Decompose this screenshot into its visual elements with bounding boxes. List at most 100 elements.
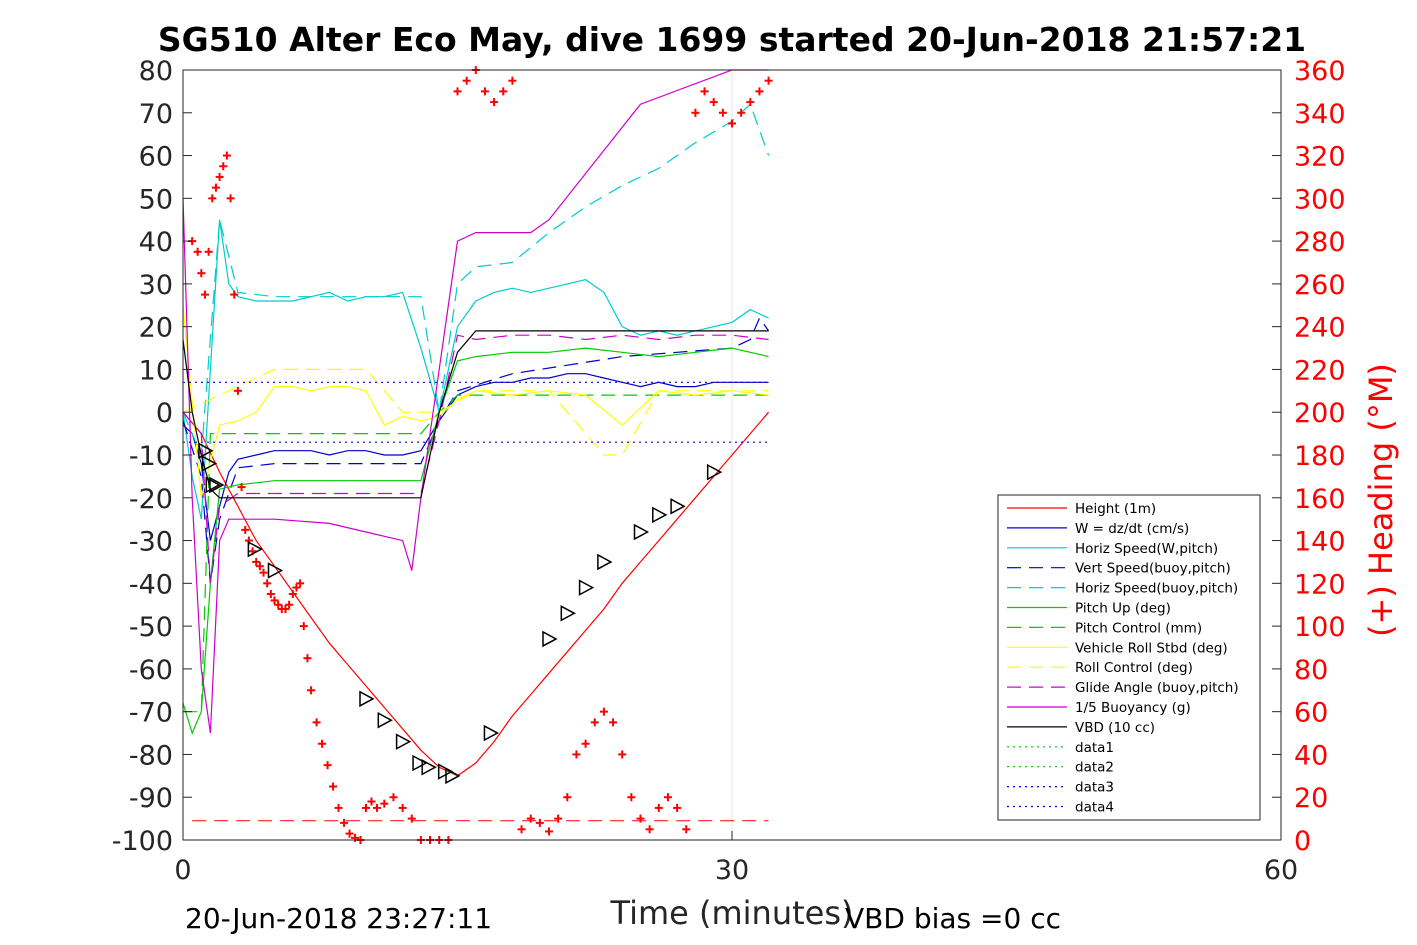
heading-point xyxy=(215,172,224,181)
y-tick-right-label: 280 xyxy=(1294,227,1346,258)
legend-label: W = dz/dt (cm/s) xyxy=(1075,521,1189,537)
y-tick-left-label: -70 xyxy=(129,698,173,729)
y-tick-left-label: -10 xyxy=(129,441,173,472)
dive-marker-triangle xyxy=(578,579,595,596)
heading-point xyxy=(204,247,213,256)
heading-point xyxy=(709,98,718,107)
heading-point xyxy=(636,814,645,823)
dive-marker-triangle xyxy=(652,506,668,524)
dive-marker-triangle xyxy=(542,630,558,648)
legend-label: Vehicle Roll Stbd (deg) xyxy=(1075,640,1228,656)
y-tick-right-label: 100 xyxy=(1294,612,1346,643)
heading-point xyxy=(545,827,553,836)
heading-point xyxy=(252,557,261,566)
heading-point xyxy=(380,799,389,808)
y-tick-left-label: 50 xyxy=(139,184,173,215)
heading-point xyxy=(266,590,275,599)
heading-point xyxy=(618,750,627,759)
y-tick-left-label: -100 xyxy=(112,826,173,857)
heading-point xyxy=(329,782,338,791)
y-tick-right-label: 200 xyxy=(1294,398,1346,429)
y-tick-right-label: 80 xyxy=(1294,655,1328,686)
legend-label: 1/5 Buoyancy (g) xyxy=(1075,700,1191,716)
y-tick-left-label: 20 xyxy=(139,313,173,344)
dive-marker-triangle xyxy=(597,553,613,571)
y-tick-right-label: 160 xyxy=(1294,484,1346,515)
y-tick-left-label: 30 xyxy=(139,270,173,301)
series-line-0 xyxy=(182,411,770,777)
heading-point xyxy=(233,386,242,395)
heading-point xyxy=(755,87,764,96)
dive-marker-triangle xyxy=(359,690,375,708)
dive-marker-triangle xyxy=(209,476,225,494)
dive-marker-triangle xyxy=(412,754,428,772)
heading-point xyxy=(645,825,654,834)
heading-point xyxy=(299,622,308,631)
heading-point xyxy=(197,269,206,278)
x-tick-label: 60 xyxy=(1264,855,1298,886)
y-tick-right-label: 0 xyxy=(1294,826,1311,857)
dive-marker-triangle xyxy=(560,605,576,622)
series-line-10 xyxy=(182,69,769,734)
x-axis: 0 30 60 xyxy=(174,831,1298,886)
y-tick-left-label: 40 xyxy=(139,227,173,258)
heading-point xyxy=(490,98,499,107)
x-tick-label: 30 xyxy=(715,855,749,886)
y-tick-left-label: -60 xyxy=(129,655,173,686)
heading-point xyxy=(237,483,246,492)
heading-point xyxy=(764,76,773,85)
heading-point xyxy=(219,162,228,171)
heading-point xyxy=(367,797,376,806)
heading-point xyxy=(259,568,268,577)
legend-label: data3 xyxy=(1075,780,1114,796)
chart-title: SG510 Alter Eco May, dive 1699 started 2… xyxy=(158,20,1306,59)
heading-point xyxy=(746,98,755,107)
dive-marker-triangle xyxy=(706,463,723,481)
dive-marker-triangle xyxy=(483,724,500,742)
x-axis-label: Time (minutes) xyxy=(610,894,854,932)
y-tick-right-label: 360 xyxy=(1294,56,1346,87)
heading-point xyxy=(193,247,202,256)
heading-point xyxy=(535,818,544,827)
heading-point xyxy=(307,686,316,695)
heading-point xyxy=(654,803,663,812)
heading-point xyxy=(526,814,535,823)
y-tick-right-label: 340 xyxy=(1294,99,1346,130)
heading-point xyxy=(241,525,250,534)
legend-label: Pitch Control (mm) xyxy=(1075,620,1202,636)
y-tick-right-label: 20 xyxy=(1294,783,1328,814)
y-tick-right-label: 140 xyxy=(1294,527,1346,558)
y-tick-left-label: 0 xyxy=(156,398,173,429)
y-tick-left-label: -30 xyxy=(129,527,173,558)
heading-point xyxy=(351,833,360,842)
heading-point xyxy=(211,183,220,192)
heading-point xyxy=(345,829,354,838)
heading-point xyxy=(718,108,727,117)
heading-point xyxy=(274,600,283,609)
heading-point xyxy=(462,76,471,85)
y-tick-right-label: 300 xyxy=(1294,184,1346,215)
dive-marker-triangle xyxy=(445,767,461,785)
heading-point xyxy=(230,290,239,299)
heading-point xyxy=(554,814,563,823)
heading-point xyxy=(303,654,312,663)
heading-point xyxy=(222,151,231,160)
series-line-6 xyxy=(183,394,769,713)
heading-point xyxy=(609,718,618,727)
heading-point xyxy=(226,194,235,203)
heading-point xyxy=(208,194,217,203)
dive-marker-triangle xyxy=(437,763,454,780)
y-axis-left: 80 70 60 50 40 30 20 10 0 -10 -20 -30 -40 -50 -60 -70 -8… xyxy=(112,56,192,857)
series-line-4 xyxy=(182,103,770,456)
heading-point xyxy=(700,87,709,96)
y-tick-left-label: 80 xyxy=(139,56,173,87)
legend-label: Glide Angle (buoy,pitch) xyxy=(1075,680,1239,696)
heading-point xyxy=(288,590,297,599)
heading-point xyxy=(255,562,264,571)
heading-point xyxy=(572,750,581,759)
series-line-8 xyxy=(182,368,769,456)
dive-marker-triangle xyxy=(198,442,214,459)
dive-marker-triangle xyxy=(267,562,284,579)
dive-marker-triangle xyxy=(421,759,437,776)
